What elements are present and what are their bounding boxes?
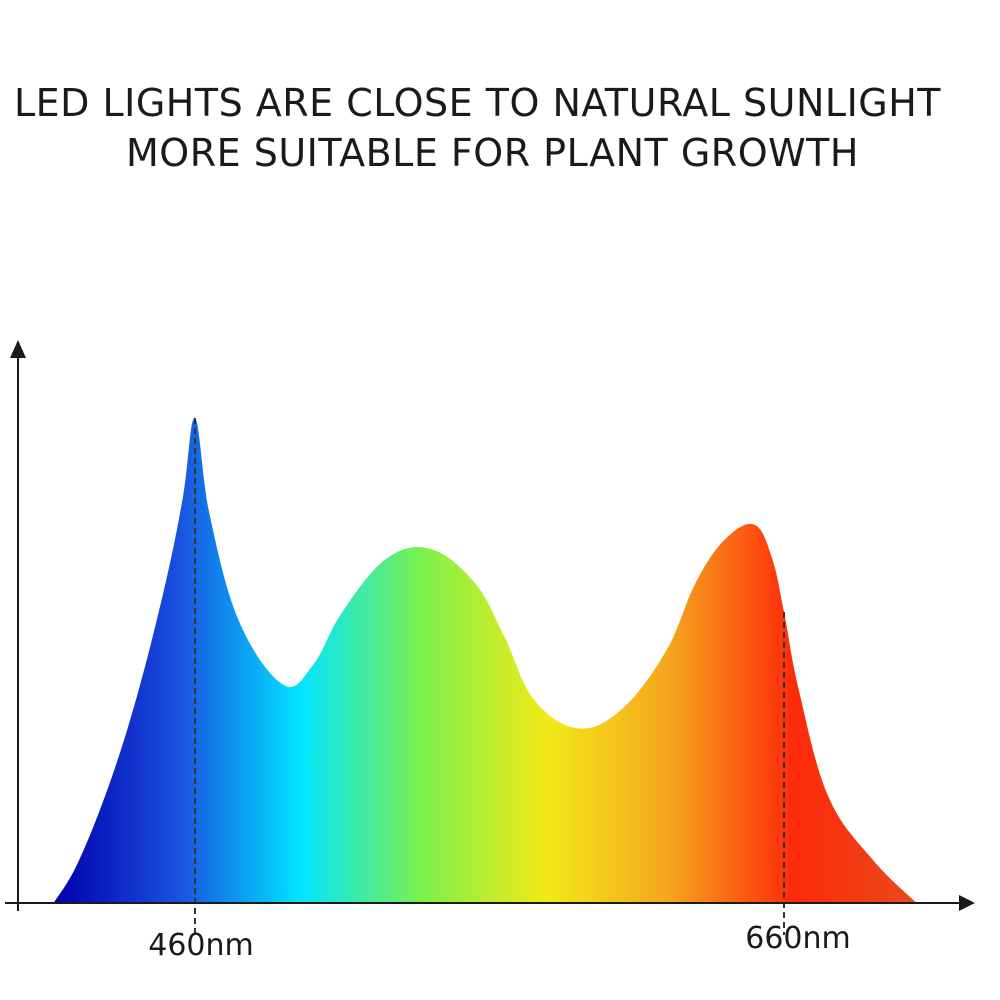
tick-labels: 460nm 660nm <box>148 921 851 963</box>
x-tick-label-660nm: 660nm <box>745 921 851 956</box>
chart-axes <box>5 340 975 911</box>
x-axis-arrow <box>959 895 975 911</box>
wavelength-markers <box>194 418 785 935</box>
spectrum-area <box>53 417 917 903</box>
title-line-1: LED LIGHTS ARE CLOSE TO NATURAL SUNLIGHT <box>13 81 942 125</box>
x-tick-label-460nm: 460nm <box>148 928 254 963</box>
title-line-2: MORE SUITABLE FOR PLANT GROWTH <box>126 131 859 175</box>
y-axis-arrow <box>10 340 26 358</box>
chart-title: LED LIGHTS ARE CLOSE TO NATURAL SUNLIGHT… <box>0 78 1000 178</box>
